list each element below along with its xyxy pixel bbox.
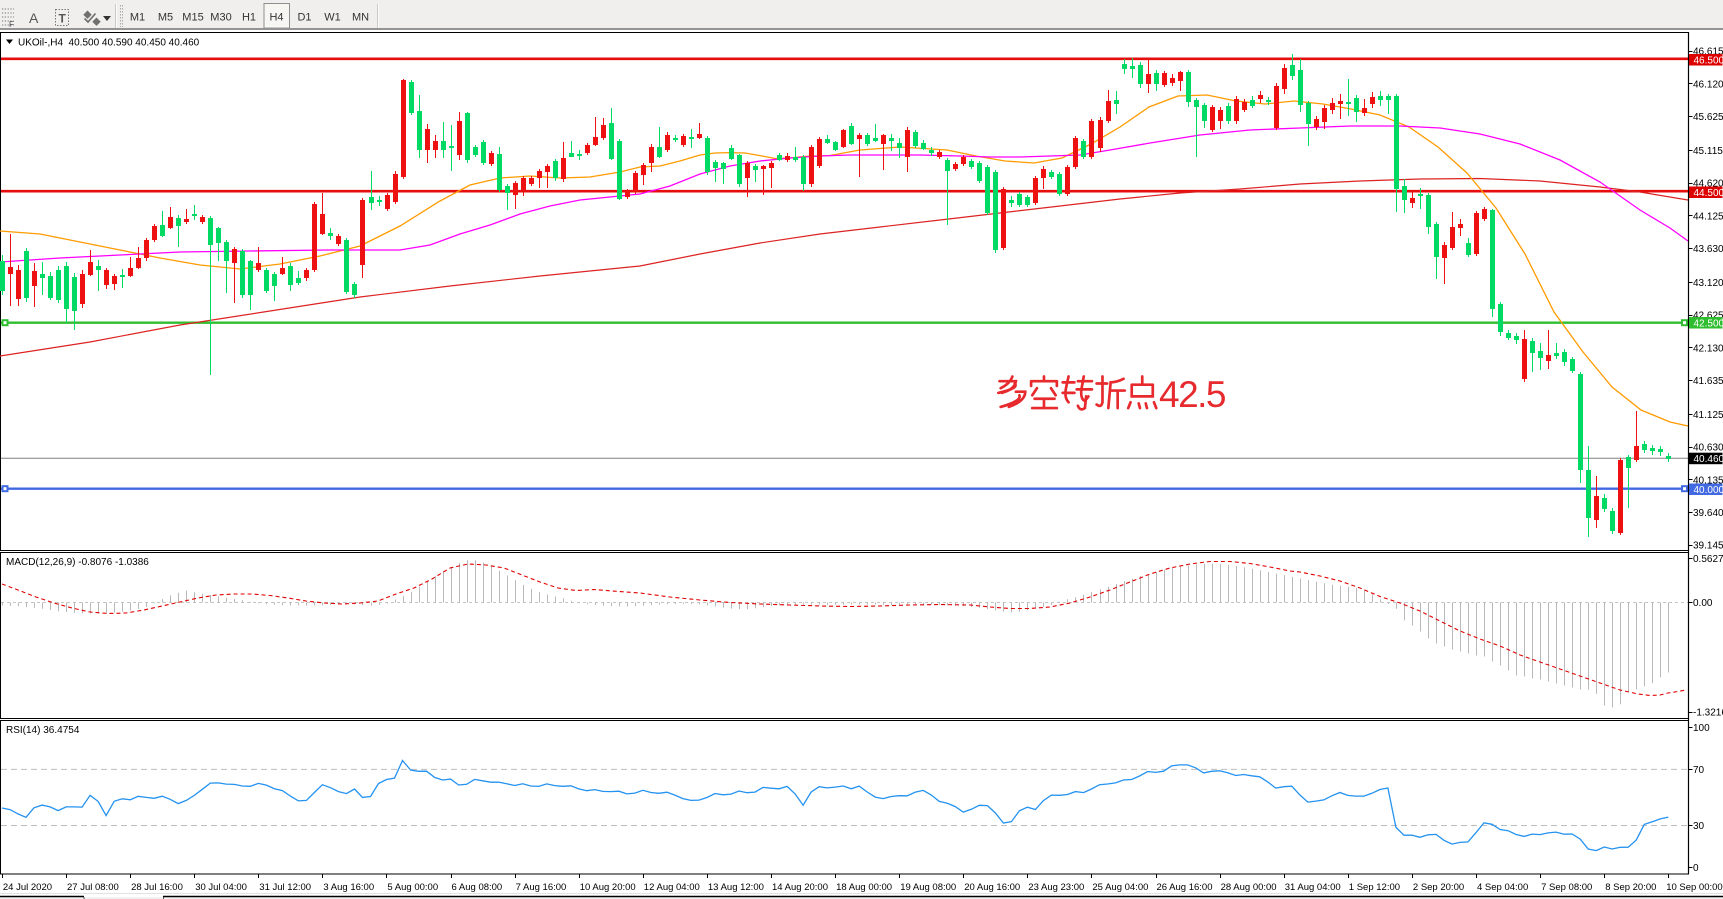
svg-text:18 Aug 00:00: 18 Aug 00:00 xyxy=(836,882,892,893)
svg-text:42.5: 42.5 xyxy=(1159,374,1226,415)
svg-text:70: 70 xyxy=(1693,765,1705,776)
svg-text:45.625: 45.625 xyxy=(1693,112,1723,123)
svg-text:39.145: 39.145 xyxy=(1693,541,1723,552)
svg-text:0.00: 0.00 xyxy=(1693,598,1713,609)
svg-text:41.635: 41.635 xyxy=(1693,376,1723,387)
svg-text:31 Aug 04:00: 31 Aug 04:00 xyxy=(1285,882,1341,893)
svg-text:M5: M5 xyxy=(158,12,173,24)
svg-text:23 Aug 23:00: 23 Aug 23:00 xyxy=(1028,882,1084,893)
svg-text:10 Aug 20:00: 10 Aug 20:00 xyxy=(580,882,636,893)
svg-text:M15: M15 xyxy=(182,12,203,24)
svg-text:7 Aug 16:00: 7 Aug 16:00 xyxy=(516,882,567,893)
svg-text:H1: H1 xyxy=(242,12,256,24)
svg-text:40.460: 40.460 xyxy=(1694,454,1723,465)
svg-text:A: A xyxy=(29,10,39,26)
svg-text:44.500: 44.500 xyxy=(1694,188,1723,199)
svg-text:31 Jul 12:00: 31 Jul 12:00 xyxy=(259,882,311,893)
svg-text:10 Sep 00:00: 10 Sep 00:00 xyxy=(1666,882,1723,893)
svg-text:19 Aug 08:00: 19 Aug 08:00 xyxy=(900,882,956,893)
svg-text:46.120: 46.120 xyxy=(1693,79,1723,90)
svg-text:28 Aug 00:00: 28 Aug 00:00 xyxy=(1221,882,1277,893)
svg-text:T: T xyxy=(59,12,67,26)
svg-text:W1: W1 xyxy=(324,12,341,24)
svg-text:46.615: 46.615 xyxy=(1693,47,1723,58)
svg-text:42.500: 42.500 xyxy=(1694,319,1723,330)
svg-text:M1: M1 xyxy=(130,12,145,24)
svg-text:6 Aug 08:00: 6 Aug 08:00 xyxy=(452,882,503,893)
svg-text:27 Jul 08:00: 27 Jul 08:00 xyxy=(67,882,119,893)
svg-text:2 Sep 20:00: 2 Sep 20:00 xyxy=(1413,882,1464,893)
svg-text:40.135: 40.135 xyxy=(1693,475,1723,486)
svg-text:39.640: 39.640 xyxy=(1693,508,1723,519)
svg-text:4 Sep 04:00: 4 Sep 04:00 xyxy=(1477,882,1528,893)
svg-text:45.115: 45.115 xyxy=(1693,146,1723,157)
svg-text:20 Aug 16:00: 20 Aug 16:00 xyxy=(964,882,1020,893)
svg-text:3 Aug 16:00: 3 Aug 16:00 xyxy=(323,882,374,893)
svg-text:F: F xyxy=(9,20,14,29)
svg-text:42.625: 42.625 xyxy=(1693,311,1723,322)
svg-text:13 Aug 12:00: 13 Aug 12:00 xyxy=(708,882,764,893)
svg-text:7 Sep 08:00: 7 Sep 08:00 xyxy=(1541,882,1592,893)
svg-text:D1: D1 xyxy=(297,12,311,24)
svg-text:30 Jul 04:00: 30 Jul 04:00 xyxy=(195,882,247,893)
svg-text:MACD(12,26,9) -0.8076 -1.0386: MACD(12,26,9) -0.8076 -1.0386 xyxy=(6,557,149,568)
svg-text:8 Sep 20:00: 8 Sep 20:00 xyxy=(1605,882,1656,893)
svg-text:41.125: 41.125 xyxy=(1693,410,1723,421)
svg-text:28 Jul 16:00: 28 Jul 16:00 xyxy=(131,882,183,893)
svg-text:44.620: 44.620 xyxy=(1693,179,1723,190)
svg-text:43.630: 43.630 xyxy=(1693,244,1723,255)
svg-text:30: 30 xyxy=(1693,821,1705,832)
svg-text:0.5627: 0.5627 xyxy=(1693,554,1723,565)
svg-text:RSI(14) 36.4754: RSI(14) 36.4754 xyxy=(6,725,80,736)
svg-text:26 Aug 16:00: 26 Aug 16:00 xyxy=(1157,882,1213,893)
svg-text:40.000: 40.000 xyxy=(1694,485,1723,496)
svg-text:46.500: 46.500 xyxy=(1694,56,1723,67)
svg-text:42.130: 42.130 xyxy=(1693,343,1723,354)
svg-text:5 Aug 00:00: 5 Aug 00:00 xyxy=(387,882,438,893)
svg-text:14 Aug 20:00: 14 Aug 20:00 xyxy=(772,882,828,893)
svg-text:100: 100 xyxy=(1693,723,1710,734)
svg-text:25 Aug 04:00: 25 Aug 04:00 xyxy=(1092,882,1148,893)
svg-text:UKOil-,H4 40.500 40.590 40.45: UKOil-,H4 40.500 40.590 40.450 40.460 xyxy=(18,38,200,49)
svg-text:44.125: 44.125 xyxy=(1693,211,1723,222)
svg-text:-1.3216: -1.3216 xyxy=(1693,708,1723,719)
svg-text:H4: H4 xyxy=(269,12,283,24)
svg-text:1 Sep 12:00: 1 Sep 12:00 xyxy=(1349,882,1400,893)
svg-text:24 Jul 2020: 24 Jul 2020 xyxy=(3,882,52,893)
svg-text:12 Aug 04:00: 12 Aug 04:00 xyxy=(644,882,700,893)
svg-text:MN: MN xyxy=(352,12,369,24)
svg-text:M30: M30 xyxy=(210,12,231,24)
svg-text:0: 0 xyxy=(1693,863,1699,874)
svg-text:40.630: 40.630 xyxy=(1693,443,1723,454)
svg-text:43.120: 43.120 xyxy=(1693,278,1723,289)
